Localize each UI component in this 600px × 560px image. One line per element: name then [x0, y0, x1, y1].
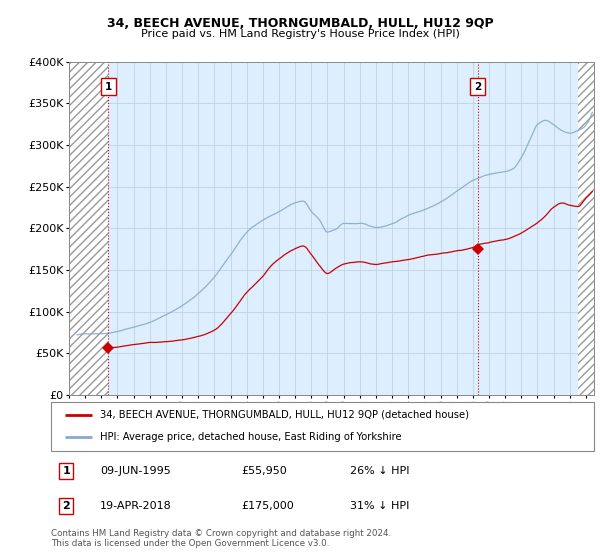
- Text: 1: 1: [105, 82, 112, 92]
- Text: 19-APR-2018: 19-APR-2018: [100, 501, 172, 511]
- Text: 34, BEECH AVENUE, THORNGUMBALD, HULL, HU12 9QP (detached house): 34, BEECH AVENUE, THORNGUMBALD, HULL, HU…: [100, 410, 469, 420]
- Text: £175,000: £175,000: [241, 501, 294, 511]
- Text: 09-JUN-1995: 09-JUN-1995: [100, 466, 170, 476]
- Text: 1: 1: [62, 466, 70, 476]
- Text: HPI: Average price, detached house, East Riding of Yorkshire: HPI: Average price, detached house, East…: [100, 432, 401, 442]
- Text: 34, BEECH AVENUE, THORNGUMBALD, HULL, HU12 9QP: 34, BEECH AVENUE, THORNGUMBALD, HULL, HU…: [107, 17, 493, 30]
- Bar: [69, 62, 109, 395]
- Text: 2: 2: [474, 82, 481, 92]
- Text: Price paid vs. HM Land Registry's House Price Index (HPI): Price paid vs. HM Land Registry's House …: [140, 29, 460, 39]
- Text: £55,950: £55,950: [241, 466, 287, 476]
- FancyBboxPatch shape: [51, 402, 594, 451]
- Text: 2: 2: [62, 501, 70, 511]
- Bar: [578, 62, 594, 395]
- Text: 26% ↓ HPI: 26% ↓ HPI: [350, 466, 409, 476]
- Text: Contains HM Land Registry data © Crown copyright and database right 2024.
This d: Contains HM Land Registry data © Crown c…: [51, 529, 391, 548]
- Text: 31% ↓ HPI: 31% ↓ HPI: [350, 501, 409, 511]
